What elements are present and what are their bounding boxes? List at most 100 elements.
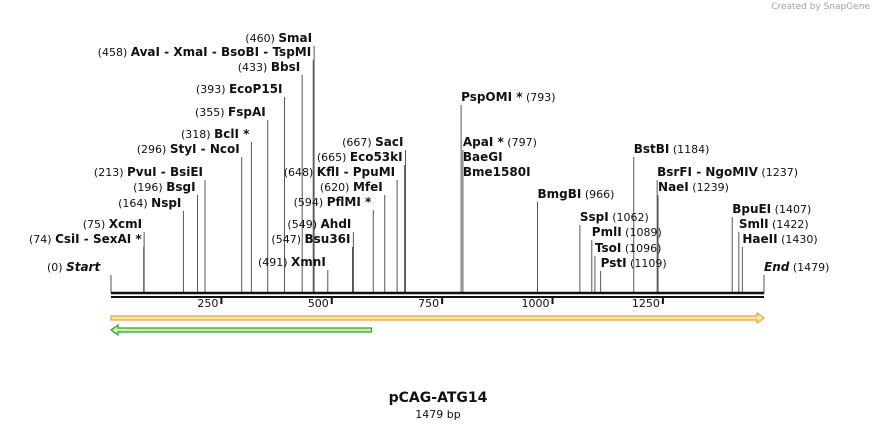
site-position: (74) [29, 233, 55, 246]
site-position: (355) [195, 106, 228, 119]
site-label-bsu36i: (547) Bsu36I [271, 232, 350, 246]
site-names: StyI - NcoI [170, 142, 240, 156]
site-label-bmgbi: BmgBI (966) [538, 187, 615, 201]
site-label-smli: SmlI (1422) [739, 217, 809, 231]
site-position: (667) [342, 136, 375, 149]
site-position: (213) [94, 166, 127, 179]
site-position: (665) [317, 151, 350, 164]
site-label-smai: (460) SmaI [245, 31, 312, 45]
site-names: Bsu36I [305, 232, 351, 246]
site-label-tsoi: TsoI (1096) [595, 241, 662, 255]
site-label-avai: (458) AvaI - XmaI - BsoBI - TspMI [98, 45, 312, 59]
site-position: (1430) [778, 233, 818, 246]
end-name: End [764, 260, 790, 274]
site-position: (1407) [771, 203, 811, 216]
site-position: (318) [181, 128, 214, 141]
site-position: (296) [137, 143, 170, 156]
site-name-1: ApaI * [463, 135, 505, 149]
site-label-eco53ki: (665) Eco53kI [317, 150, 403, 164]
axis-tick-label-250: 250 [197, 297, 218, 310]
site-position: (393) [196, 83, 229, 96]
site-label-bbsi: (433) BbsI [238, 60, 300, 74]
site-label-sspi: SspI (1062) [580, 210, 649, 224]
site-position: (793) [523, 91, 556, 104]
site-position: (594) [294, 196, 327, 209]
site-label-psti: PstI (1109) [601, 256, 667, 270]
site-names: XmnI [291, 255, 326, 269]
site-label-bsgi: (196) BsgI [133, 180, 195, 194]
site-position: (1239) [689, 181, 729, 194]
site-position: (547) [271, 233, 304, 246]
site-names: NaeI [658, 180, 689, 194]
plasmid-name: pCAG-ATG14 [388, 390, 488, 406]
site-names: SmaI [278, 31, 312, 45]
site-names: XcmI [109, 217, 142, 231]
site-names: PspOMI * [461, 90, 523, 104]
site-label-csii: (74) CsiI - SexAI * [29, 232, 142, 246]
features [109, 311, 766, 337]
site-names: HaeII [742, 232, 777, 246]
plasmid-length: 1479 bp [415, 408, 461, 421]
site-label-apai: ApaI * (797) BaeGI Bme1580I [463, 135, 537, 179]
axis: 250 500 750 1000 1250 [197, 297, 664, 310]
end-label-end: End (1479) [764, 260, 829, 274]
site-names: PstI [601, 256, 627, 270]
snapgene-watermark: Created by SnapGene [771, 2, 870, 12]
end-label-start: (0) Start [47, 260, 101, 274]
site-name-2: BaeGI [463, 150, 503, 164]
site-position: (1237) [758, 166, 798, 179]
site-label-kfli: (648) KflI - PpuMI [284, 165, 395, 179]
site-names: Eco53kI [350, 150, 403, 164]
site-names: BclI * [214, 127, 250, 141]
site-position: (75) [83, 218, 109, 231]
site-names: PmlI [592, 225, 622, 239]
site-label-xmni: (491) XmnI [258, 255, 326, 269]
site-label-pflmi: (594) PflMI * [294, 195, 372, 209]
site-label-saci: (667) SacI [342, 135, 403, 149]
site-label-bstbi: BstBI (1184) [634, 142, 710, 156]
site-names: PflMI * [327, 195, 372, 209]
site-names: SacI [375, 135, 403, 149]
end-name: Start [66, 260, 101, 274]
site-label-fspai: (355) FspAI [195, 105, 266, 119]
site-names: TsoI [595, 241, 621, 255]
site-label-ahdi: (549) AhdI [287, 217, 351, 231]
site-names: BpuEI [732, 202, 771, 216]
site-position: (549) [287, 218, 320, 231]
site-names: NspI [151, 196, 181, 210]
site-position: (1422) [769, 218, 809, 231]
site-position: (433) [238, 61, 271, 74]
site-names: BmgBI [538, 187, 582, 201]
site-label-styi: (296) StyI - NcoI [137, 142, 240, 156]
site-label-nspi: (164) NspI [118, 196, 181, 210]
site-label-haeii: HaeII (1430) [742, 232, 817, 246]
site-names: MfeI [353, 180, 383, 194]
site-position: (620) [320, 181, 353, 194]
site-label-bcli: (318) BclI * [181, 127, 250, 141]
site-position: (458) [98, 46, 131, 59]
site-position: (797) [504, 136, 537, 149]
end-position: (0) [47, 261, 66, 274]
site-position: (196) [133, 181, 166, 194]
site-names: KflI - PpuMI [317, 165, 395, 179]
site-names: CsiI - SexAI * [55, 232, 142, 246]
site-label-xcmi: (75) XcmI [83, 217, 142, 231]
axis-tick-label-500: 500 [308, 297, 329, 310]
site-position: (460) [245, 32, 278, 45]
site-position: (1184) [669, 143, 709, 156]
site-label-bsrfi: BsrFI - NgoMIV (1237) [657, 165, 798, 179]
site-names: PvuI - BsiEI [127, 165, 203, 179]
site-names: EcoP15I [229, 82, 283, 96]
site-position: (1096) [621, 242, 661, 255]
end-position: (1479) [789, 261, 829, 274]
axis-tick-label-750: 750 [418, 297, 439, 310]
site-position: (491) [258, 256, 291, 269]
site-names: AhdI [321, 217, 352, 231]
site-label-ecop15i: (393) EcoP15I [196, 82, 283, 96]
site-position: (966) [581, 188, 614, 201]
site-position: (648) [284, 166, 317, 179]
site-names: FspAI [228, 105, 266, 119]
site-labels: (0) Start End (1479)(74) CsiI - SexAI *(7… [29, 31, 829, 274]
site-names: BbsI [271, 60, 300, 74]
